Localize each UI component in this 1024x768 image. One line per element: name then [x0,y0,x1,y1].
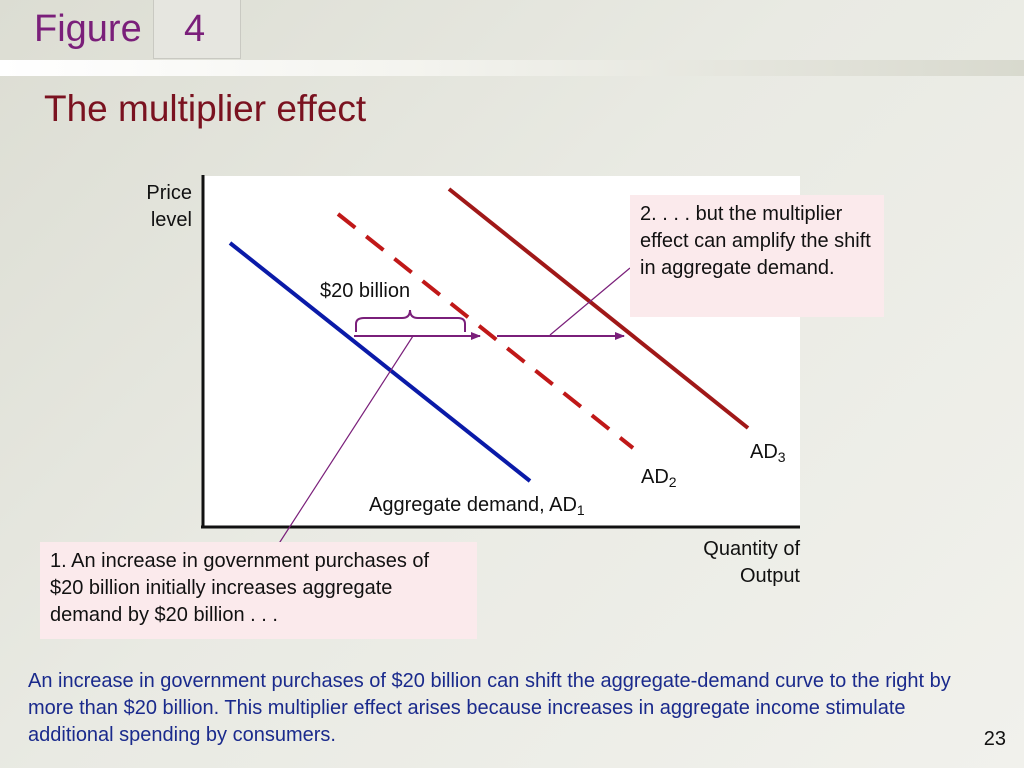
leader-line-step2 [549,267,631,336]
callout-step2: 2. . . . but the multiplier effect can a… [630,195,884,317]
figure-number: 4 [184,8,206,50]
slide-title: The multiplier effect [44,88,367,129]
x-axis-label: Quantity of Output [640,536,800,590]
y-axis-label-line1: Price [146,182,192,204]
y-axis-label-line2: level [150,209,192,231]
figure-caption: An increase in government purchases of $… [28,670,951,746]
x-axis-label-line2: Output [739,565,800,587]
ad3-curve [447,187,750,430]
x-axis-label-line1: Quantity of [703,538,800,560]
ad3-label-text: AD [750,441,778,463]
bracket-brace [355,309,466,332]
callout-step1: 1. An increase in government purchases o… [40,542,477,639]
ad1-curve [228,241,532,483]
figure-number-box [153,0,241,59]
ad2-label-text: AD [641,466,669,488]
ad1-label: Aggregate demand, AD1 [369,494,585,518]
bracket-label: $20 billion [320,280,411,302]
ad3-label-sub: 3 [777,449,786,465]
ad2-label: AD2 [641,466,677,490]
ad2-curve [336,212,635,450]
page-number: 23 [983,728,1006,750]
header-band [0,60,1024,76]
ad2-label-sub: 2 [668,474,677,490]
figure-label: Figure [34,8,142,50]
ad1-label-sub: 1 [576,502,585,518]
y-axis-label: Price level [120,180,192,234]
ad3-label: AD3 [750,441,786,465]
ad1-label-text: Aggregate demand, AD [369,494,577,516]
leader-line-step1 [277,335,414,546]
